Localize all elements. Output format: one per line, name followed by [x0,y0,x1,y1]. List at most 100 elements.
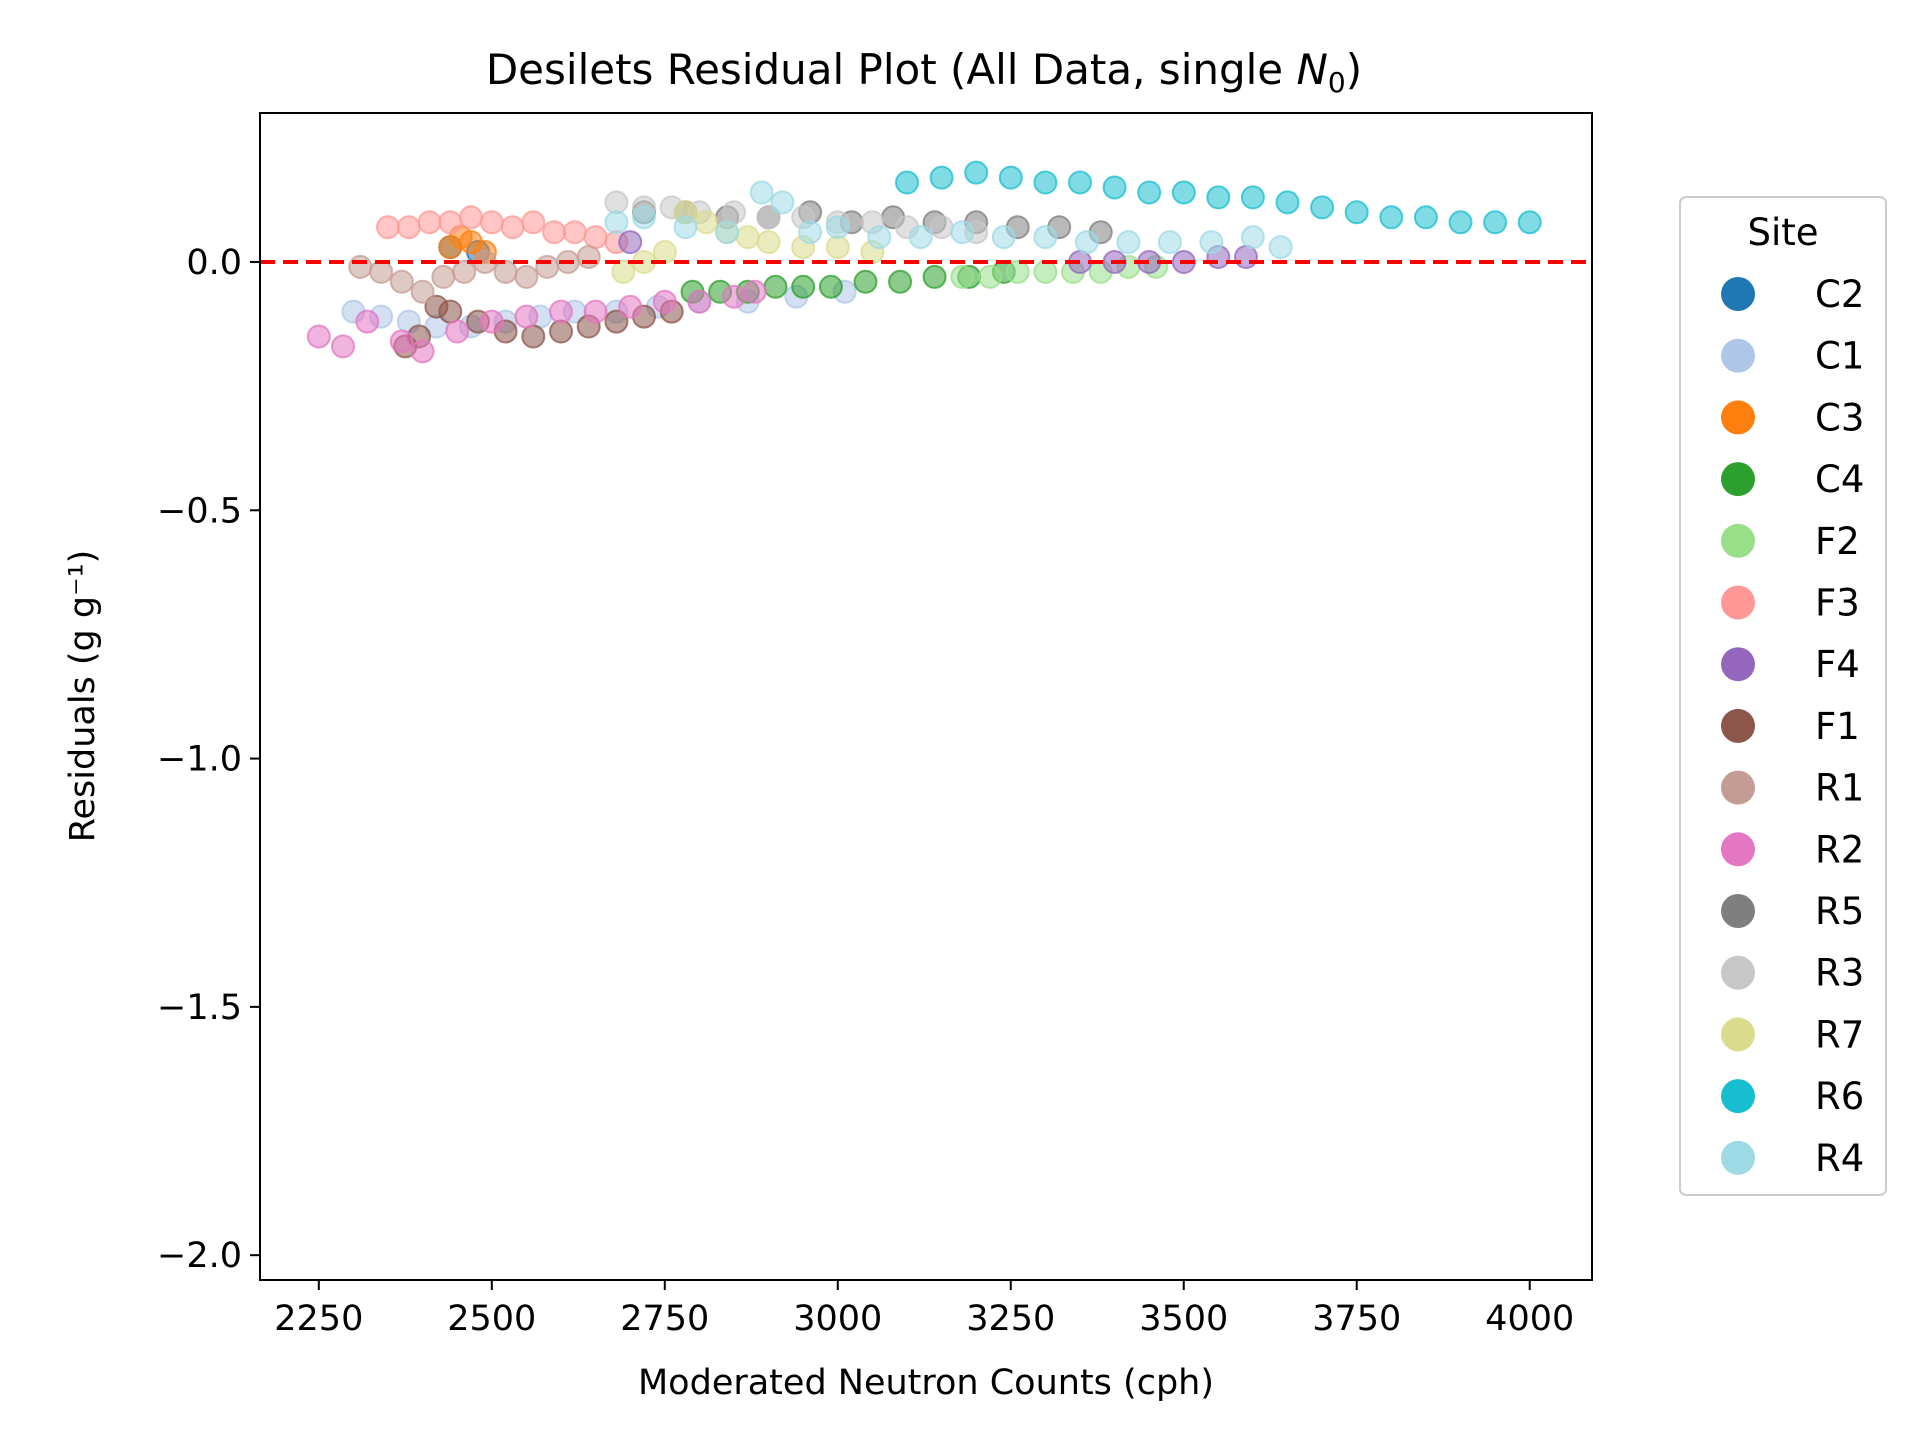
legend-title: Site [1747,211,1818,254]
data-point [514,304,539,329]
data-point [1199,230,1224,255]
series-r4 [604,180,1293,260]
legend-item-f1: F1 [1721,705,1860,748]
data-point [604,190,629,215]
data-point [632,205,656,230]
data-point [798,220,823,245]
legend-marker [1721,955,1755,990]
data-point [652,240,677,264]
data-point [1171,180,1196,205]
data-point [549,299,573,324]
data-point [521,324,546,349]
data-point [978,264,1002,289]
axes-frame [259,112,1593,1281]
data-point [493,259,518,284]
legend-label: F2 [1815,520,1860,563]
data-point [1275,190,1300,215]
legend-label: R4 [1815,1137,1864,1180]
legend-item-f2: F2 [1721,520,1860,563]
legend-marker [1721,277,1755,311]
data-point [500,215,525,240]
legend-marker [1721,1079,1755,1114]
data-point [618,294,643,319]
data-point [1068,170,1092,195]
data-point [1102,175,1127,200]
legend-item-c3: C3 [1721,396,1864,439]
legend-label: R6 [1815,1075,1864,1118]
data-point [1074,230,1099,255]
data-point [306,324,331,349]
data-point [417,210,442,235]
data-point [438,299,463,324]
x-tick-label: 3750 [1312,1299,1401,1339]
legend-label: C1 [1815,335,1864,378]
legend-item-r6: R6 [1721,1075,1864,1118]
data-point [687,289,712,314]
data-point [1033,259,1058,284]
legend-label: R2 [1815,828,1864,871]
data-point [770,190,795,215]
legend-marker [1721,832,1755,867]
x-tick-label: 4000 [1485,1299,1574,1339]
data-point [1137,180,1162,205]
data-point [479,309,504,334]
data-point [348,254,373,279]
legend-item-c2: C2 [1721,273,1864,316]
data-point [431,264,456,289]
data-point [1240,225,1265,250]
data-point [1234,245,1258,269]
chart-title-symbol: N [1297,45,1328,94]
data-point [604,210,629,235]
chart-title-prefix: Desilets Residual Plot (All Data, single [486,45,1297,94]
data-point [791,274,816,299]
legend-marker [1721,1140,1755,1175]
data-point [825,215,850,240]
y-axis: 0.0 −0.5 −1.0 −1.5 −2.0 [157,243,260,1276]
data-point [735,225,760,250]
data-point [1240,185,1265,210]
data-point [756,230,781,255]
legend-label: C2 [1815,273,1864,316]
data-point [1206,185,1231,210]
data-point [1413,205,1438,230]
data-point [576,245,601,269]
data-point [694,210,719,235]
data-point [991,225,1016,250]
data-point [549,319,573,344]
y-axis-label: Residuals (g g⁻¹) [63,550,103,843]
legend-item-f4: F4 [1721,643,1860,686]
data-point [1379,205,1404,230]
data-point [583,225,608,250]
data-point [369,259,394,284]
chart-title-suffix: ) [1346,45,1362,94]
data-point [535,254,560,279]
data-point [438,210,463,235]
data-point [396,215,421,240]
series-f3 [376,205,629,255]
data-point [722,200,746,225]
x-tick-label: 2750 [620,1299,709,1339]
data-point [389,329,414,354]
data-point [611,259,636,284]
x-tick-label: 3500 [1139,1299,1228,1339]
legend-item-r7: R7 [1721,1013,1864,1056]
data-point [376,215,400,240]
legend-frame [1679,196,1887,1196]
legend-marker [1721,894,1755,928]
legend-item-r1: R1 [1721,767,1864,810]
legend-marker [1721,770,1755,805]
x-axis: 2250 2500 2750 3000 3250 3500 3750 4000 [274,1280,1574,1339]
data-point [1157,230,1182,255]
legend-item-r2: R2 [1721,828,1864,871]
data-point [722,284,746,309]
data-point [562,220,587,245]
legend-label: R1 [1815,767,1864,810]
legend-marker [1721,523,1755,558]
data-point [355,309,380,334]
legend-item-c4: C4 [1721,458,1864,501]
data-point [756,205,781,230]
legend-item-r5: R5 [1721,890,1864,933]
x-tick-label: 2250 [274,1299,363,1339]
data-point [1517,210,1542,235]
data-point [1116,230,1141,255]
